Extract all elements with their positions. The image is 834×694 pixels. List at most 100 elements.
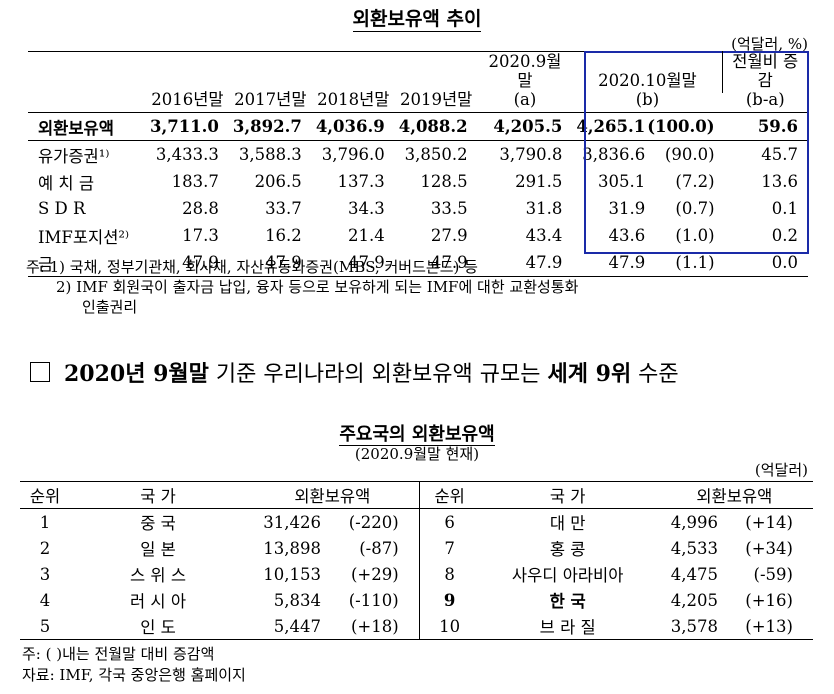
table1-cell: 4,036.9: [311, 112, 395, 141]
col-2017: 2017년말: [228, 51, 312, 113]
country-cell: 대 만: [549, 514, 586, 533]
table2-row: 4 러 시 아 5,834 (-110) 9 한 국 4,205 (+16): [20, 587, 813, 613]
table1-cell: 31.9: [608, 199, 646, 218]
headline-suffix: 수준: [631, 362, 679, 387]
table1-cell: 3,790.8: [499, 145, 563, 164]
rank-cell: 8: [444, 564, 455, 584]
amount-cell: 5,447: [246, 613, 331, 640]
checkbox-square-icon: [30, 362, 50, 382]
row-label: IMF포지션²⁾: [38, 227, 130, 247]
rank-cell: 7: [444, 538, 455, 558]
table1-row: IMF포지션²⁾ 17.3 16.2 21.4 27.9 43.4 43.6 (1.0) 0.2: [28, 222, 808, 249]
country-cell: 사우디 아라비아: [511, 566, 624, 585]
table1-row: 외환보유액 3,711.0 3,892.7 4,036.9 4,088.2 4,205.5…: [28, 112, 808, 141]
country-cell: 러 시 아: [129, 592, 187, 611]
row-label: 금: [28, 249, 146, 277]
table1-cell: 16.2: [265, 226, 302, 245]
change-cell: (+14): [745, 512, 793, 532]
amount-cell: 3,578: [655, 613, 729, 640]
major-countries-table: 순위 국 가 외환보유액 순위 국 가 외환보유액 1 중 국 31,426 (-22…: [20, 481, 813, 640]
col-2020-09: 2020.9월말 (a): [477, 51, 573, 113]
table1-cell: 47.9: [146, 249, 229, 277]
table1-cell: 43.4: [525, 226, 563, 245]
table1-cell: 0.1: [771, 199, 798, 218]
table1-cell: 59.6: [722, 112, 808, 141]
table1-cell: 17.3: [182, 226, 219, 245]
table1-cell: (0.7): [675, 199, 715, 218]
row-label: 외환보유액: [28, 112, 146, 141]
table1-cell: 3,588.3: [238, 145, 302, 164]
table1-cell: (1.0): [675, 226, 715, 245]
table1-cell: 13.6: [761, 172, 798, 191]
table1-cell: 3,892.7: [228, 112, 312, 141]
country-cell: 인 도: [70, 613, 246, 640]
headline-date: 2020년 9월말: [64, 361, 209, 387]
change-cell: (-87): [330, 535, 420, 561]
country-cell: 브 라 질: [479, 613, 656, 640]
amount-cell: 10,153: [263, 564, 321, 584]
table1-cell: 47.9: [477, 249, 573, 277]
col-2018: 2018년말: [311, 51, 395, 113]
rank-cell: 5: [20, 613, 70, 640]
amount-cell: 13,898: [263, 538, 321, 558]
col-country-left: 국 가: [70, 481, 246, 509]
table1-cell: 291.5: [515, 172, 563, 191]
row-label: 예 치 금: [38, 173, 95, 193]
headline: 2020년 9월말 기준 우리나라의 외환보유액 규모는 세계 9위 수준: [30, 356, 679, 388]
table1-cell: 33.7: [265, 199, 302, 218]
table1-cell: 305.1: [597, 172, 646, 191]
col-country-right: 국 가: [479, 481, 656, 509]
change-cell: (-220): [330, 508, 420, 535]
rank-cell: 2: [39, 538, 51, 558]
change-cell: (+16): [745, 590, 793, 610]
table2-title: 주요국의 외환보유액: [339, 424, 495, 446]
rank-cell: 6: [444, 512, 455, 532]
table1-cell: 47.9: [572, 249, 648, 277]
table2-row: 3 스 위 스 10,153 (+29) 8 사우디 아라비아 4,475 (-59): [20, 561, 813, 587]
table2-row: 2 일 본 13,898 (-87) 7 홍 콩 4,533 (+34): [20, 535, 813, 561]
amount-cell: 4,205: [670, 590, 719, 610]
table1-unit: (억달러, %): [731, 35, 808, 53]
amount-cell: 4,475: [670, 564, 719, 584]
row-label: 유가증권¹⁾: [38, 146, 110, 166]
table1-cell: 27.9: [430, 226, 468, 245]
col-2020-10: 2020.10월말 (b): [572, 51, 723, 113]
table1-cell: 45.7: [761, 145, 798, 164]
table1-row: 유가증권¹⁾ 3,433.3 3,588.3 3,796.0 3,850.2 3,790.…: [28, 141, 808, 169]
table1-cell: (90.0): [664, 145, 715, 164]
header-divider: [722, 51, 723, 93]
table1-cell: 128.5: [420, 172, 468, 191]
table1-cell: 4,205.5: [477, 112, 573, 141]
table1-corner: [28, 51, 146, 113]
table1-cell: 33.5: [430, 199, 468, 218]
reserves-trend-table: 2016년말 2017년말 2018년말 2019년말 2020.9월말 (a)…: [28, 51, 808, 277]
table1-cell: 4,088.2: [394, 112, 478, 141]
change-cell: (-59): [753, 564, 793, 584]
table1-cell: 43.6: [608, 226, 646, 245]
table1-cell: (100.0): [647, 112, 723, 141]
country-cell: 스 위 스: [129, 566, 187, 585]
table1-note-3: 인출권리: [82, 298, 138, 316]
table1-header-row: 2016년말 2017년말 2018년말 2019년말 2020.9월말 (a)…: [28, 51, 808, 113]
col-amount-right: 외환보유액: [655, 481, 813, 509]
table1-cell: 34.3: [347, 199, 385, 218]
change-cell: (+13): [728, 613, 813, 640]
col-change: 전월비 증감 (b-a): [722, 51, 808, 113]
amount-cell: 4,533: [670, 538, 719, 558]
table1-title: 외환보유액 추이: [352, 8, 482, 32]
table1-note-2: 2) IMF 회원국이 출자금 납입, 융자 등으로 보유하게 되는 IMF에 …: [56, 278, 579, 296]
table2-header-row: 순위 국 가 외환보유액 순위 국 가 외환보유액: [20, 481, 813, 509]
change-cell: (+29): [330, 561, 420, 587]
table1-cell: 3,433.3: [155, 145, 219, 164]
table1-cell: 3,711.0: [146, 112, 229, 141]
table1-cell: 47.9: [228, 249, 312, 277]
table1-cell: 3,796.0: [321, 145, 385, 164]
table1-cell: 47.9: [394, 249, 478, 277]
country-cell: 홍 콩: [549, 540, 586, 559]
table1-cell: (7.2): [675, 172, 715, 191]
amount-cell: 4,996: [670, 512, 719, 532]
table1-row: 예 치 금 183.7 206.5 137.3 128.5 291.5 305.1 (7.2)…: [28, 168, 808, 195]
table1-row: S D R 28.8 33.7 34.3 33.5 31.8 31.9 (0.7) 0.1: [28, 195, 808, 222]
headline-rank: 세계 9위: [547, 361, 632, 387]
